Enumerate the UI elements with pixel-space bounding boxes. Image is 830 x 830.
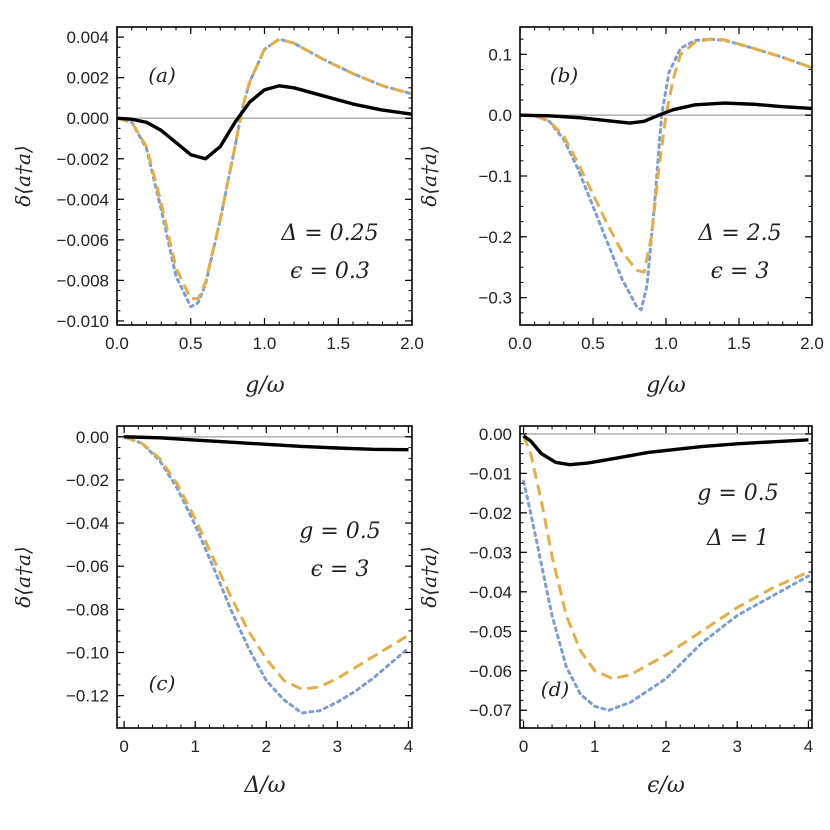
x-tick-label: 0.5 <box>179 334 203 353</box>
y-tick-label: −0.06 <box>469 662 512 681</box>
x-tick-label: 1.5 <box>326 334 350 353</box>
y-tick-label: −0.04 <box>66 514 109 533</box>
y-tick-label: −0.10 <box>66 644 109 663</box>
panel-label: (a) <box>148 63 176 87</box>
series-dashed-line <box>522 435 810 681</box>
y-tick-label: 0.00 <box>479 425 512 444</box>
y-tick-label: −0.1 <box>478 167 512 186</box>
y-tick-label: 0.1 <box>488 45 512 64</box>
x-tick-label: 2 <box>661 737 670 756</box>
x-tick-label: 1.0 <box>253 334 277 353</box>
parameter-annotation: ϵ = 0.3 <box>290 259 370 284</box>
y-tick-label: −0.002 <box>57 150 109 169</box>
x-axis-label: g/ω <box>245 373 284 398</box>
x-tick-label: 0.0 <box>508 334 532 353</box>
y-axis-label: δ⟨a†a⟩ <box>417 546 441 608</box>
parameter-annotation: ϵ = 3 <box>711 259 770 284</box>
series-solid-line <box>520 101 812 125</box>
y-tick-label: −0.3 <box>478 289 512 308</box>
x-tick-label: 2.0 <box>400 334 424 353</box>
y-axis-label: δ⟨a†a⟩ <box>417 145 441 207</box>
y-tick-label: −0.02 <box>469 504 512 523</box>
y-axis-label: δ⟨a†a⟩ <box>11 546 35 608</box>
x-axis-label: g/ω <box>646 373 685 398</box>
series-solid-line <box>124 435 409 452</box>
y-tick-label: 0.0 <box>488 106 512 125</box>
x-tick-label: 4 <box>804 737 813 756</box>
parameter-annotation: Δ = 1 <box>706 526 769 551</box>
parameter-annotation: Δ = 2.5 <box>697 221 781 246</box>
y-tick-label: −0.006 <box>57 231 109 250</box>
y-tick-label: −0.03 <box>469 543 512 562</box>
x-axis-label: Δ/ω <box>243 773 285 798</box>
y-tick-label: −0.07 <box>469 701 512 720</box>
y-tick-label: 0.00 <box>76 428 109 447</box>
chart-panel-c: 0 1 2 3 4 0.00 −0.02 −0.04 −0.06 −0.08 −0.10 −0.12 (… <box>11 425 413 798</box>
series-solid-line <box>117 84 412 161</box>
y-tick-label: −0.08 <box>66 600 109 619</box>
y-tick-label: 0.004 <box>66 28 109 47</box>
parameter-annotation: g = 0.5 <box>299 519 381 544</box>
x-tick-label: 1 <box>190 737 199 756</box>
chart-panel-d: 0 1 2 3 4 0.00 −0.01 −0.02 −0.03 −0.04 −0.05 −0.06 −… <box>417 425 813 798</box>
x-axis-label: ϵ/ω <box>647 773 685 798</box>
y-tick-label: −0.06 <box>66 557 109 576</box>
x-tick-label: 2 <box>262 737 271 756</box>
y-tick-label: 0.000 <box>66 109 109 128</box>
chart-panel-b: 0.0 0.5 1.0 1.5 2.0 0.1 0.0 −0.1 −0.2 −0.3 (b) Δ = … <box>417 26 824 398</box>
series-dotted-line <box>522 479 810 712</box>
series-dotted-line <box>122 435 410 715</box>
x-tick-label: 3 <box>732 737 741 756</box>
x-tick-label: 1.5 <box>727 334 751 353</box>
y-tick-label: −0.02 <box>66 471 109 490</box>
x-tick-label: 1 <box>590 737 599 756</box>
panel-label: (c) <box>149 671 176 695</box>
x-tick-label: 2.0 <box>800 334 824 353</box>
y-tick-label: −0.04 <box>469 583 512 602</box>
parameter-annotation: g = 0.5 <box>697 481 779 506</box>
x-tick-label: 0.0 <box>105 334 129 353</box>
panel-label: (b) <box>550 63 578 87</box>
y-tick-label: −0.01 <box>469 464 512 483</box>
y-tick-label: −0.008 <box>57 271 109 290</box>
series-dashed-line <box>123 435 410 691</box>
x-tick-label: 4 <box>404 737 413 756</box>
x-tick-label: 3 <box>333 737 342 756</box>
parameter-annotation: ϵ = 3 <box>311 557 370 582</box>
series-dashed-line <box>520 37 812 274</box>
series-solid-line <box>522 434 809 467</box>
panel-label: (d) <box>541 677 569 701</box>
y-tick-label: −0.05 <box>469 622 512 641</box>
x-tick-label: 1.0 <box>654 334 678 353</box>
y-tick-label: −0.010 <box>57 312 109 331</box>
y-axis-label: δ⟨a†a⟩ <box>11 145 35 207</box>
y-tick-label: 0.002 <box>66 69 109 88</box>
x-tick-label: 0 <box>519 737 528 756</box>
x-tick-label: 0 <box>119 737 128 756</box>
y-tick-label: −0.12 <box>66 687 109 706</box>
y-tick-label: −0.2 <box>478 228 512 247</box>
chart-panel-a: 0.0 0.5 1.0 1.5 2.0 0.004 0.002 0.000 −0.002 −0.0… <box>11 26 424 398</box>
parameter-annotation: Δ = 0.25 <box>280 221 378 246</box>
y-tick-label: −0.004 <box>57 190 109 209</box>
series-dashed-line <box>117 37 412 301</box>
x-tick-label: 0.5 <box>581 334 605 353</box>
